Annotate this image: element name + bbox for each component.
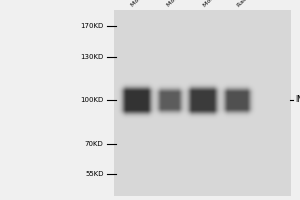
Text: 170KD: 170KD — [80, 23, 104, 29]
Text: INSRR: INSRR — [296, 96, 300, 104]
Text: Mouse brain: Mouse brain — [130, 0, 161, 8]
Bar — [114, 10, 291, 196]
Text: 55KD: 55KD — [85, 171, 104, 177]
Text: 70KD: 70KD — [85, 141, 104, 147]
Text: Rat kidney: Rat kidney — [236, 0, 264, 8]
Text: Mouse liver: Mouse liver — [166, 0, 195, 8]
Text: 130KD: 130KD — [80, 54, 104, 60]
Text: Mouse kidney: Mouse kidney — [202, 0, 236, 8]
Text: 100KD: 100KD — [80, 97, 104, 103]
